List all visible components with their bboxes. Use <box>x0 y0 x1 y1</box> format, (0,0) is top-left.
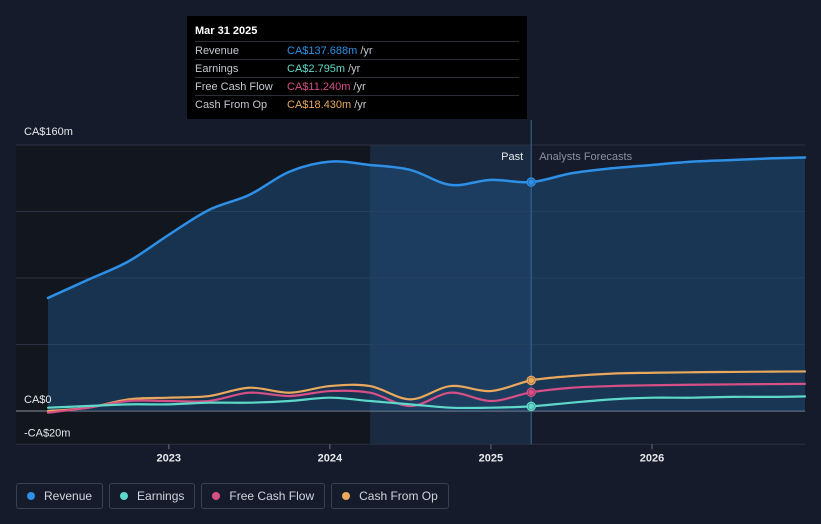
past-label: Past <box>501 151 523 163</box>
y-label-bottom: -CA$20m <box>24 427 70 439</box>
legend-free-cash-flow[interactable]: Free Cash Flow <box>201 483 326 509</box>
x-tick-label: 2023 <box>157 452 181 464</box>
revenue-area <box>48 157 805 411</box>
tooltip-row-earnings: Earnings CA$2.795m /yr <box>195 59 519 77</box>
y-label-top: CA$160m <box>24 126 73 138</box>
legend-revenue[interactable]: Revenue <box>16 483 104 509</box>
cash-from-op-line <box>46 370 807 413</box>
tooltip-label: Cash From Op <box>195 98 268 111</box>
tooltip-value: CA$18.430m <box>287 98 352 111</box>
legend-label: Earnings <box>137 489 185 503</box>
legend-label: Revenue <box>44 489 93 503</box>
legend-dot-icon <box>342 492 351 500</box>
tooltip-label: Earnings <box>195 62 239 75</box>
tooltip-row-revenue: Revenue CA$137.688m /yr <box>195 41 519 59</box>
tooltip-unit: /yr <box>348 62 361 75</box>
legend-cash-from-op[interactable]: Cash From Op <box>331 483 449 509</box>
x-tick-label: 2024 <box>318 452 343 464</box>
cash-from-op-marker-fill <box>528 377 535 384</box>
free-cash-flow-marker-fill <box>528 389 535 396</box>
legend-dot-icon <box>212 492 221 500</box>
legend-earnings[interactable]: Earnings <box>109 483 196 509</box>
earnings-line <box>46 395 807 410</box>
tooltip-row-free-cash-flow: Free Cash Flow CA$11.240m /yr <box>195 77 519 95</box>
tooltip-row-cash-from-op: Cash From Op CA$18.430m /yr <box>195 95 519 113</box>
legend-dot-icon <box>120 492 129 500</box>
hover-tooltip: Mar 31 2025 Revenue CA$137.688m /yr Earn… <box>187 16 527 119</box>
legend-label: Free Cash Flow <box>229 489 315 503</box>
legend-dot-icon <box>27 492 35 500</box>
tooltip-unit: /yr <box>360 44 373 57</box>
tooltip-date: Mar 31 2025 <box>195 25 258 37</box>
tooltip-label: Free Cash Flow <box>195 80 273 93</box>
revenue-marker-fill <box>528 179 535 186</box>
tooltip-unit: /yr <box>354 98 367 111</box>
forecast-label: Analysts Forecasts <box>539 151 632 163</box>
tooltip-value: CA$2.795m <box>287 62 346 75</box>
x-tick-label: 2025 <box>479 452 503 464</box>
y-label-zero: CA$0 <box>24 394 52 406</box>
free-cash-flow-line <box>46 382 807 414</box>
revenue-line <box>46 156 807 300</box>
chart-legend: Revenue Earnings Free Cash Flow Cash Fro… <box>16 483 449 509</box>
legend-label: Cash From Op <box>359 489 438 503</box>
tooltip-label: Revenue <box>195 44 240 57</box>
tooltip-value: CA$11.240m <box>287 80 351 93</box>
tooltip-unit: /yr <box>353 80 366 93</box>
x-tick-label: 2026 <box>640 452 664 464</box>
earnings-marker-fill <box>528 403 535 410</box>
tooltip-value: CA$137.688m <box>287 44 358 57</box>
